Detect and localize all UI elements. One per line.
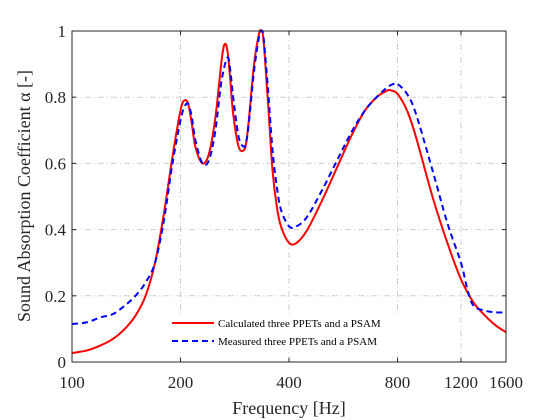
- x-tick-label: 1200: [444, 373, 478, 392]
- grid: [72, 31, 506, 362]
- legend-label-calculated: Calculated three PPETs and a PSAM: [218, 318, 381, 330]
- y-axis-label: Sound Absorption Coefficient α [-]: [14, 70, 34, 322]
- y-tick-label: 0.4: [45, 221, 67, 240]
- y-tick-label: 0.8: [45, 88, 66, 107]
- x-axis-label: Frequency [Hz]: [232, 398, 345, 418]
- x-tick-label: 200: [168, 373, 194, 392]
- legend-label-measured: Measured three PPETs and a PSAM: [218, 336, 377, 348]
- tick-labels: 100 200 400 800 1200 1600 0 0.2 0.4 0.6 0.8 1: [45, 22, 523, 392]
- ticks: [71, 30, 507, 363]
- x-tick-label: 100: [59, 373, 85, 392]
- plot-lines: [71, 29, 507, 355]
- x-tick-label: 400: [276, 373, 302, 392]
- y-tick-label: 0.6: [45, 154, 66, 173]
- x-tick-label: 800: [385, 373, 411, 392]
- x-tick-label: 1600: [489, 373, 523, 392]
- y-tick-label: 1: [58, 22, 67, 41]
- series-line-calculated: [71, 29, 507, 355]
- series-line-measured: [71, 29, 507, 325]
- legend: Calculated three PPETs and a PSAM Measur…: [163, 314, 421, 352]
- legend-box: [163, 314, 421, 352]
- y-tick-label: 0: [58, 353, 67, 372]
- y-tick-label: 0.2: [45, 287, 66, 306]
